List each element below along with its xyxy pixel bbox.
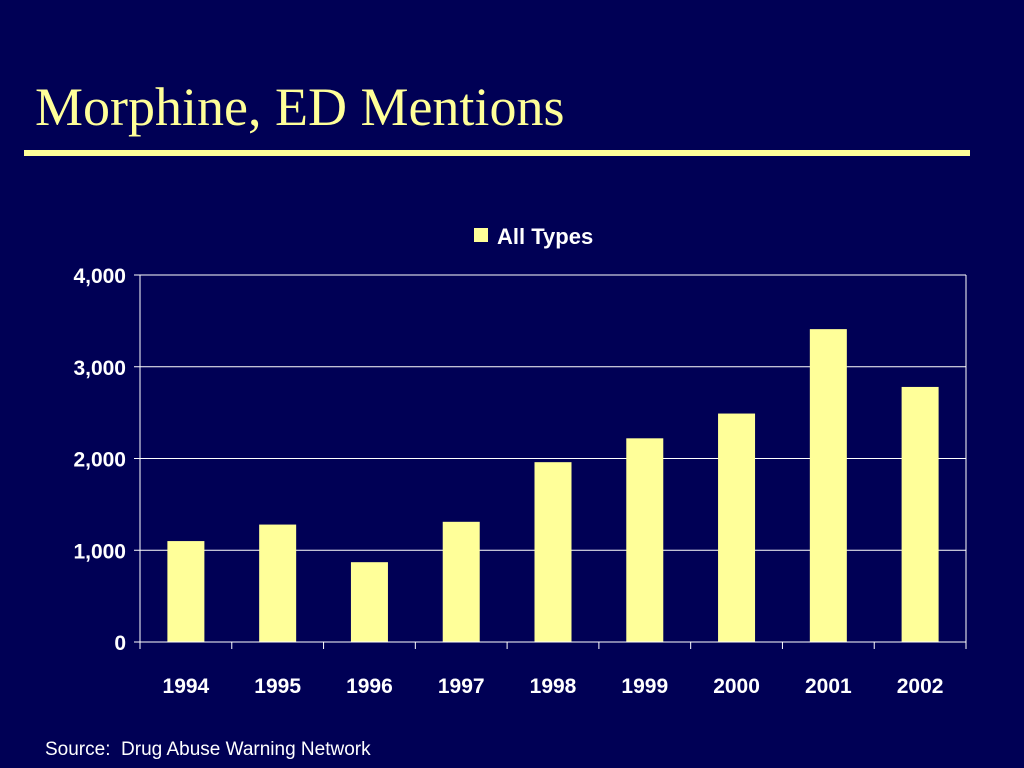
bar-2002 — [901, 386, 939, 642]
x-tick-label: 1995 — [254, 675, 301, 698]
bar-1994 — [167, 541, 205, 642]
x-tick-label: 1994 — [163, 675, 210, 698]
y-tick-label: 4,000 — [73, 265, 126, 288]
x-tick-label: 2000 — [713, 675, 760, 698]
bars — [167, 329, 939, 642]
legend-label: All Types — [497, 224, 593, 249]
y-tick-label: 3,000 — [73, 357, 126, 380]
bar-2000 — [718, 413, 756, 642]
bar-1995 — [259, 524, 297, 642]
title-underline — [24, 150, 970, 156]
x-tick-label: 1997 — [438, 675, 485, 698]
x-tick-label: 1999 — [621, 675, 668, 698]
x-tick-label: 2002 — [897, 675, 944, 698]
x-tick-label: 1996 — [346, 675, 393, 698]
bar-1997 — [442, 521, 480, 642]
legend-swatch — [474, 228, 488, 242]
chart-legend: All Types — [474, 224, 593, 249]
bar-2001 — [809, 329, 847, 642]
y-tick-label: 0 — [114, 632, 126, 655]
bar-1998 — [534, 462, 572, 642]
slide-title: Morphine, ED Mentions — [35, 77, 565, 137]
bar-1999 — [626, 438, 664, 642]
bar-1996 — [350, 562, 388, 642]
source-note: Source: Drug Abuse Warning Network — [45, 739, 371, 760]
x-tick-label: 2001 — [805, 675, 852, 698]
y-axis-tick-labels: 0 1,000 2,000 3,000 4,000 — [73, 265, 126, 655]
x-tick-label: 1998 — [530, 675, 577, 698]
x-axis-tick-labels: 1994 1995 1996 1997 1998 1999 2000 2001 2002 — [163, 675, 944, 698]
y-tick-label: 1,000 — [73, 540, 126, 563]
axes — [134, 274, 967, 649]
y-tick-label: 2,000 — [73, 449, 126, 472]
